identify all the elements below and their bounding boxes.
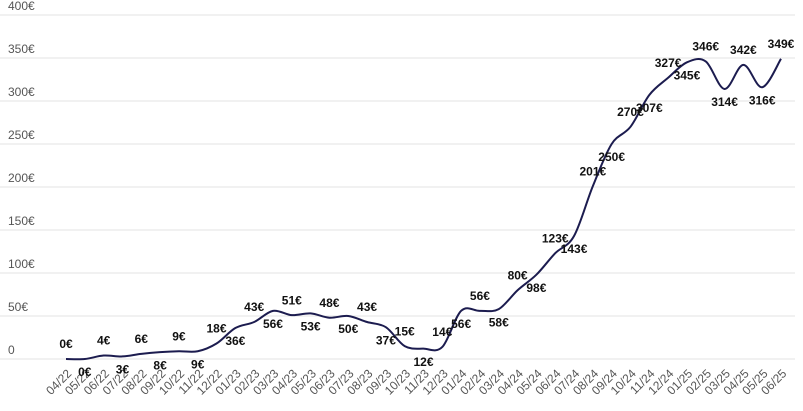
data-label: 56€ — [470, 289, 490, 303]
data-label: 270€ — [617, 105, 644, 119]
data-label: 56€ — [451, 317, 471, 331]
y-tick-label: 50€ — [8, 300, 28, 314]
y-tick-label: 200€ — [8, 171, 35, 185]
data-label: 53€ — [301, 320, 321, 334]
data-label: 56€ — [263, 317, 283, 331]
data-label: 18€ — [207, 322, 227, 336]
data-label: 342€ — [730, 43, 757, 57]
data-label: 12€ — [413, 355, 433, 369]
data-label: 0€ — [78, 365, 92, 379]
data-label: 58€ — [489, 315, 509, 329]
data-label: 143€ — [561, 242, 588, 256]
data-label: 327€ — [655, 56, 682, 70]
data-label: 37€ — [376, 333, 396, 347]
data-label: 80€ — [508, 268, 528, 282]
data-label: 36€ — [225, 334, 245, 348]
data-label: 201€ — [579, 164, 606, 178]
data-label: 14€ — [432, 325, 452, 339]
data-label: 15€ — [395, 324, 415, 338]
data-label: 250€ — [598, 150, 625, 164]
data-label: 346€ — [692, 40, 719, 54]
data-label: 50€ — [338, 322, 358, 336]
data-label: 349€ — [768, 37, 795, 51]
y-tick-label: 400€ — [8, 0, 35, 13]
data-label: 6€ — [135, 332, 149, 346]
data-label: 43€ — [244, 300, 264, 314]
data-label: 9€ — [191, 357, 205, 371]
data-label: 307€ — [636, 101, 663, 115]
data-label: 0€ — [59, 337, 73, 351]
y-tick-label: 0 — [8, 343, 15, 357]
data-label: 3€ — [116, 363, 130, 377]
data-label: 4€ — [97, 334, 111, 348]
data-label: 51€ — [282, 293, 302, 307]
y-tick-label: 350€ — [8, 42, 35, 56]
data-label: 123€ — [542, 231, 569, 245]
y-tick-label: 250€ — [8, 128, 35, 142]
data-label: 98€ — [526, 281, 546, 295]
data-label: 8€ — [153, 358, 167, 372]
data-label: 345€ — [674, 68, 701, 82]
y-tick-label: 100€ — [8, 257, 35, 271]
line — [65, 58, 782, 361]
data-label: 316€ — [749, 93, 776, 107]
data-label: 43€ — [357, 300, 377, 314]
y-tick-label: 150€ — [8, 214, 35, 228]
data-label: 314€ — [711, 95, 738, 109]
y-tick-label: 300€ — [8, 85, 35, 99]
data-label: 9€ — [172, 329, 186, 343]
data-label: 48€ — [319, 296, 339, 310]
